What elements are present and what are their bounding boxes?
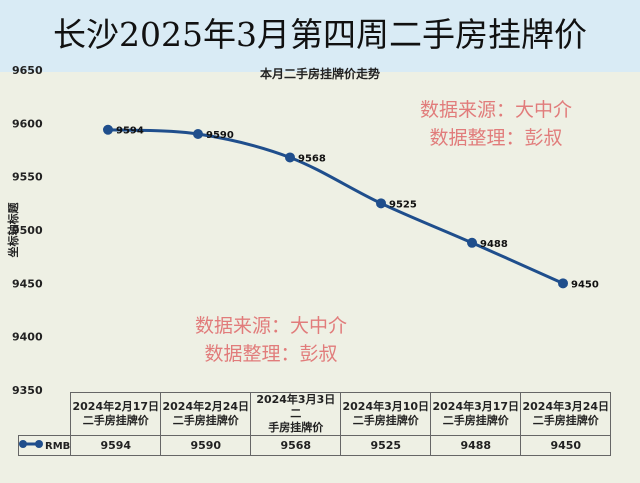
- category-label: 二手房挂牌价: [352, 414, 419, 427]
- category-label: 二手房挂牌价: [532, 414, 599, 427]
- y-tick-label: 9550: [12, 171, 43, 184]
- category-label: 二手房挂牌价: [82, 414, 149, 427]
- y-axis-title: 坐标轴标题: [6, 202, 20, 258]
- table-value: 9488: [430, 435, 522, 456]
- table-value: 9525: [340, 435, 432, 456]
- category-label: 2024年3月10日: [342, 400, 430, 413]
- table-value: 9594: [70, 435, 162, 456]
- page-title: 长沙2025年3月第四周二手房挂牌价: [53, 15, 587, 54]
- legend-cell: RMB: [17, 435, 72, 456]
- data-label: 9590: [206, 130, 234, 141]
- y-tick-label: 9350: [12, 384, 43, 397]
- data-point: [103, 124, 113, 135]
- category-header: 2024年3月17日 二手房挂牌价: [430, 392, 522, 436]
- category-label: 2024年3月24日: [522, 400, 610, 413]
- y-tick-label: 9400: [12, 331, 43, 344]
- watermark: 数据来源：大中介 数据整理：彭叔: [195, 315, 348, 365]
- table-value: 9450: [520, 435, 612, 456]
- series-line: [107, 128, 564, 285]
- data-point: [376, 198, 386, 209]
- legend-label: RMB: [45, 441, 71, 452]
- table-corner: [19, 393, 71, 436]
- chart-title: 本月二手房挂牌价走势: [260, 66, 380, 81]
- category-label: 2024年3月3日二: [256, 393, 336, 420]
- data-point: [193, 129, 203, 139]
- data-label: 9450: [571, 279, 599, 290]
- y-tick-label: 9500: [12, 224, 43, 237]
- data-label: 9525: [389, 199, 417, 210]
- data-label: 9568: [298, 153, 326, 164]
- y-tick-label: 9650: [12, 64, 43, 77]
- category-header: 2024年3月3日二 手房挂牌价: [250, 392, 342, 436]
- category-header: 2024年2月24日 二手房挂牌价: [160, 392, 252, 436]
- legend-line-icon: [19, 440, 43, 448]
- table-value: 9568: [250, 435, 342, 456]
- table-value: 9590: [160, 435, 252, 456]
- data-point: [285, 152, 295, 163]
- data-label: 9488: [480, 239, 508, 250]
- y-tick-label: 9450: [12, 277, 43, 290]
- category-label: 二手房挂牌价: [172, 414, 239, 427]
- title-banner: [0, 0, 640, 72]
- category-label: 手房挂牌价: [268, 421, 324, 434]
- data-label: 9594: [116, 126, 144, 137]
- category-label: 二手房挂牌价: [442, 414, 509, 427]
- data-table: 2024年2月17日 二手房挂牌价 2024年2月24日 二手房挂牌价 2024年3月3…: [17, 392, 612, 456]
- category-label: 2024年2月24日: [162, 400, 250, 413]
- y-tick-label: 9600: [12, 117, 43, 130]
- category-header: 2024年3月10日 二手房挂牌价: [340, 392, 432, 436]
- category-header: 2024年2月17日 二手房挂牌价: [70, 392, 162, 436]
- category-label: 2024年3月17日: [432, 400, 520, 413]
- category-label: 2024年2月17日: [72, 400, 160, 413]
- data-point: [467, 237, 477, 248]
- watermark: 数据来源：大中介 数据整理：彭叔: [420, 99, 573, 149]
- category-header: 2024年3月24日 二手房挂牌价: [520, 392, 612, 436]
- data-point: [558, 278, 568, 289]
